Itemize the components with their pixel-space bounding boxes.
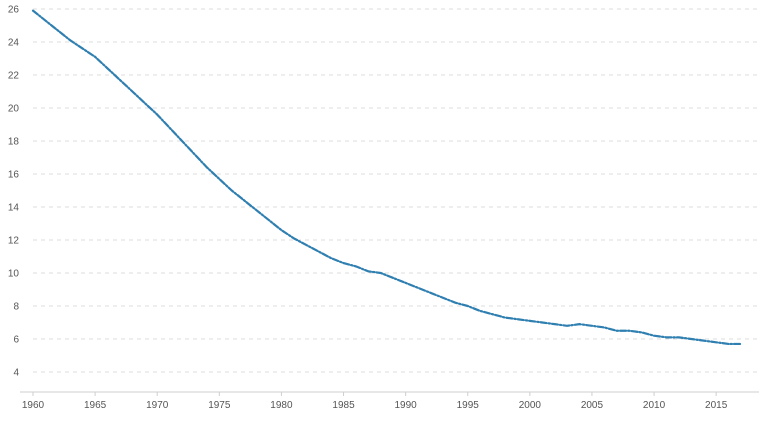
y-tick-label: 10 xyxy=(8,269,20,280)
x-tick-label: 2000 xyxy=(519,400,542,411)
x-tick-label: 1990 xyxy=(395,400,418,411)
y-tick-label: 16 xyxy=(8,170,20,181)
x-tick-label: 1980 xyxy=(270,400,293,411)
series-layer xyxy=(31,9,743,346)
x-tick-label: 2010 xyxy=(643,400,666,411)
x-tick-label: 1975 xyxy=(208,400,231,411)
x-tick-label: 1960 xyxy=(22,400,45,411)
x-tick-label: 1985 xyxy=(332,400,355,411)
series-line xyxy=(31,9,743,346)
x-tick-label: 1970 xyxy=(146,400,169,411)
y-tick-label: 4 xyxy=(13,368,19,379)
y-tick-label: 14 xyxy=(8,203,20,214)
y-tick-label: 24 xyxy=(8,38,20,49)
x-tick-label: 2005 xyxy=(581,400,604,411)
y-tick-label: 20 xyxy=(8,104,20,115)
y-tick-label: 18 xyxy=(8,137,20,148)
y-tick-label: 12 xyxy=(8,236,20,247)
x-tick-label: 1995 xyxy=(457,400,480,411)
grid-layer xyxy=(33,8,759,373)
x-tick-label: 2015 xyxy=(705,400,728,411)
axis-layer: 4 6 8 10 12 14 16 18 20 22 24 26 1960 1965 1970 1975 198… xyxy=(8,5,759,411)
y-tick-label: 6 xyxy=(13,335,19,346)
y-tick-label: 22 xyxy=(8,71,20,82)
x-tick-label: 1965 xyxy=(84,400,107,411)
y-tick-label: 8 xyxy=(13,302,19,313)
y-tick-label: 26 xyxy=(8,5,20,16)
